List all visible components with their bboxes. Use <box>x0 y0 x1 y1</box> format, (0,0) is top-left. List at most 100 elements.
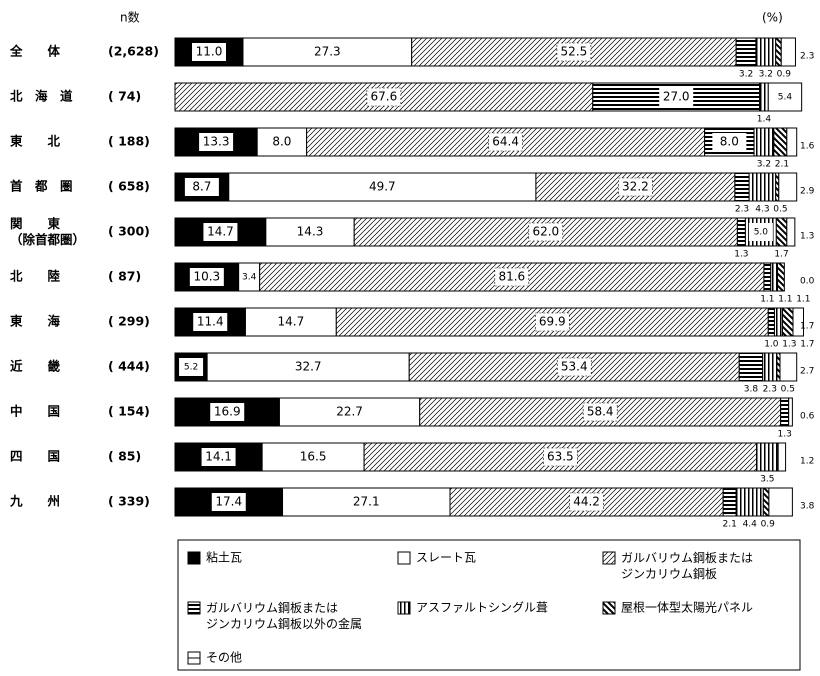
value-label: 2.3 <box>735 205 749 215</box>
bar-segment <box>735 487 764 517</box>
category-label: 北 海 道 <box>10 89 73 104</box>
value-label: 10.3 <box>193 270 220 284</box>
value-label: 2.3 <box>763 385 777 395</box>
bar-segment <box>722 487 737 517</box>
bar-segment <box>780 37 796 67</box>
value-label: 14.7 <box>278 315 305 329</box>
label-bg <box>659 88 694 106</box>
label-bg <box>528 222 564 242</box>
label-bg <box>193 313 228 331</box>
bar-segment <box>756 442 779 472</box>
n-label: ( 658) <box>108 179 150 194</box>
value-label: 5.4 <box>778 93 793 103</box>
label-bg <box>184 178 219 196</box>
value-label: 16.9 <box>214 405 241 419</box>
value-label: 17.4 <box>215 495 242 509</box>
legend-label: その他 <box>206 651 242 665</box>
bar-segment <box>206 352 410 382</box>
bar-segment <box>777 262 785 292</box>
value-label: 0.0 <box>800 277 815 287</box>
value-label: 69.9 <box>539 315 566 329</box>
n-label: ( 299) <box>108 314 150 329</box>
bar-segment <box>767 307 775 337</box>
n-label: ( 339) <box>108 494 150 509</box>
label-bg <box>543 447 578 467</box>
value-label: 5.0 <box>754 228 769 238</box>
bar-segment <box>778 172 798 202</box>
value-label: 3.5 <box>760 475 774 485</box>
label-bg <box>582 402 618 422</box>
value-label: 0.6 <box>800 412 815 422</box>
label-bg <box>488 132 523 152</box>
category-label: 東 北 <box>10 134 61 149</box>
legend-swatch <box>602 551 616 565</box>
value-label: 64.4 <box>492 135 519 149</box>
legend-swatch <box>187 601 201 615</box>
value-label: 3.2 <box>757 160 771 170</box>
unit-label: (%) <box>762 11 783 25</box>
label-bg <box>712 133 747 151</box>
value-label: 8.7 <box>192 180 211 194</box>
legend-label: アスファルトシングル葺 <box>416 601 548 615</box>
bar-segment <box>780 397 790 427</box>
bar-segment <box>228 172 537 202</box>
bar-segment <box>781 307 794 337</box>
value-label: 13.3 <box>203 135 230 149</box>
value-label: 11.0 <box>196 45 223 59</box>
legend-label: スレート瓦 <box>416 551 476 565</box>
value-label: 3.4 <box>242 273 257 283</box>
label-bg <box>211 493 246 511</box>
value-label: 67.6 <box>371 90 398 104</box>
category-label: 九 州 <box>9 494 60 509</box>
value-label: 58.4 <box>587 405 614 419</box>
bar-segment <box>306 127 706 157</box>
bar-segment <box>261 442 365 472</box>
value-label: 1.0 <box>764 340 779 350</box>
value-label: 3.8 <box>800 502 815 512</box>
n-label: ( 87) <box>108 269 141 284</box>
label-bg <box>556 42 592 62</box>
value-label: 16.5 <box>300 450 327 464</box>
value-label: 1.1 <box>760 295 774 305</box>
value-label: 1.1 <box>778 295 792 305</box>
value-label: 2.1 <box>775 160 789 170</box>
value-label: 1.3 <box>800 232 814 242</box>
value-label: 2.3 <box>800 52 814 62</box>
bar-segment <box>792 307 805 337</box>
label-bg <box>179 358 204 376</box>
value-label: 44.2 <box>573 495 600 509</box>
label-bg <box>569 492 604 512</box>
value-label: 32.7 <box>295 360 322 374</box>
value-label: 27.3 <box>314 45 341 59</box>
value-label: 1.2 <box>800 457 814 467</box>
value-label: 3.2 <box>759 70 773 80</box>
bar-segment <box>759 82 769 112</box>
legend-swatch <box>187 551 201 565</box>
value-label: 1.1 <box>796 295 810 305</box>
bar-segment <box>779 352 798 382</box>
label-bg <box>191 43 226 61</box>
value-label: 1.6 <box>800 142 815 152</box>
category-label: 四 国 <box>10 449 60 464</box>
value-label: 3.2 <box>739 70 753 80</box>
value-label: 14.7 <box>207 225 234 239</box>
bar-segment <box>773 307 783 337</box>
value-label: 1.3 <box>777 430 791 440</box>
value-label: 0.5 <box>773 205 787 215</box>
value-label: 2.9 <box>800 187 815 197</box>
legend-swatch <box>397 551 411 565</box>
label-bg <box>494 267 530 287</box>
value-label: 1.3 <box>734 250 748 260</box>
value-label: 63.5 <box>547 450 574 464</box>
category-label: 東 海 <box>10 314 61 329</box>
value-label: 22.7 <box>336 405 363 419</box>
bar-segment <box>753 127 775 157</box>
value-label: 27.1 <box>353 495 380 509</box>
category-label: 中 国 <box>10 404 60 419</box>
n-label: ( 444) <box>108 359 150 374</box>
value-label: 49.7 <box>369 180 396 194</box>
label-bg <box>772 88 797 106</box>
value-label: 2.7 <box>800 367 814 377</box>
label-bg <box>556 357 592 377</box>
